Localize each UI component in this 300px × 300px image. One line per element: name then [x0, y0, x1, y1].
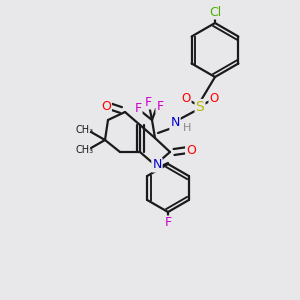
Text: Cl: Cl: [209, 5, 221, 19]
Text: F: F: [164, 217, 172, 230]
Text: N: N: [152, 158, 162, 172]
Text: O: O: [101, 100, 111, 112]
Text: F: F: [156, 100, 164, 112]
Text: H: H: [183, 123, 191, 133]
Text: CH₃: CH₃: [76, 145, 94, 155]
Text: O: O: [186, 143, 196, 157]
Text: S: S: [196, 100, 204, 114]
Text: O: O: [182, 92, 190, 104]
Text: F: F: [134, 101, 142, 115]
Text: N: N: [170, 116, 180, 130]
Text: CH₃: CH₃: [76, 125, 94, 135]
Text: F: F: [144, 95, 152, 109]
Text: O: O: [209, 92, 219, 104]
